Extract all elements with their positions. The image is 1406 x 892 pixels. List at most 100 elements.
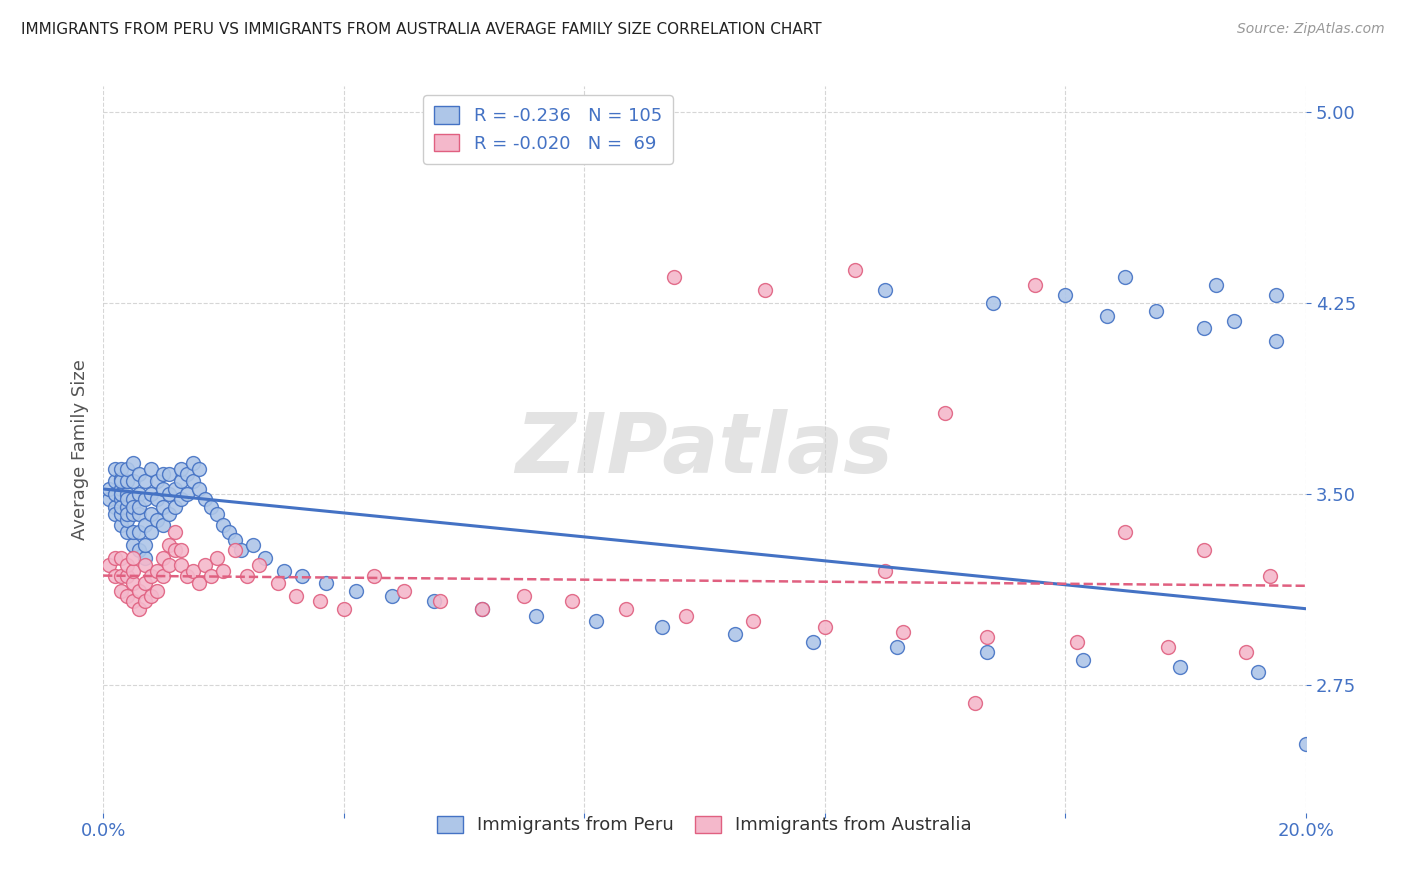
- Point: [146, 583, 169, 598]
- Point: [1073, 653, 1095, 667]
- Point: [1234, 645, 1257, 659]
- Point: [176, 568, 198, 582]
- Point: [157, 467, 180, 481]
- Point: [152, 482, 174, 496]
- Point: [141, 568, 163, 582]
- Point: [266, 576, 288, 591]
- Point: [207, 550, 229, 565]
- Point: [165, 500, 187, 514]
- Point: [165, 543, 187, 558]
- Point: [844, 262, 866, 277]
- Point: [128, 543, 150, 558]
- Point: [122, 594, 145, 608]
- Point: [128, 500, 150, 514]
- Point: [110, 472, 132, 486]
- Point: [104, 487, 127, 501]
- Point: [157, 508, 180, 522]
- Point: [1156, 640, 1178, 654]
- Point: [110, 461, 132, 475]
- Point: [1295, 737, 1317, 751]
- Point: [741, 615, 763, 629]
- Point: [873, 283, 896, 297]
- Point: [134, 517, 156, 532]
- Point: [194, 492, 217, 507]
- Point: [873, 564, 896, 578]
- Point: [1192, 543, 1215, 558]
- Point: [134, 558, 156, 573]
- Point: [122, 538, 145, 552]
- Point: [128, 525, 150, 540]
- Point: [1024, 278, 1046, 293]
- Point: [242, 538, 264, 552]
- Point: [1247, 665, 1270, 680]
- Point: [224, 543, 246, 558]
- Point: [183, 564, 205, 578]
- Point: [200, 568, 222, 582]
- Point: [224, 533, 246, 547]
- Point: [332, 601, 354, 615]
- Point: [115, 475, 138, 489]
- Point: [471, 601, 494, 615]
- Point: [134, 576, 156, 591]
- Point: [212, 517, 235, 532]
- Point: [801, 635, 824, 649]
- Point: [1114, 270, 1136, 285]
- Point: [152, 568, 174, 582]
- Point: [134, 594, 156, 608]
- Point: [115, 492, 138, 507]
- Point: [392, 583, 415, 598]
- Point: [315, 576, 337, 591]
- Point: [110, 568, 132, 582]
- Point: [212, 564, 235, 578]
- Point: [115, 512, 138, 526]
- Point: [141, 525, 163, 540]
- Point: [1066, 635, 1088, 649]
- Point: [98, 492, 121, 507]
- Point: [146, 512, 169, 526]
- Point: [249, 558, 271, 573]
- Point: [1258, 568, 1281, 582]
- Point: [122, 564, 145, 578]
- Point: [104, 500, 127, 514]
- Point: [122, 576, 145, 591]
- Point: [110, 500, 132, 514]
- Point: [122, 500, 145, 514]
- Point: [146, 475, 169, 489]
- Point: [176, 467, 198, 481]
- Point: [976, 645, 998, 659]
- Point: [110, 475, 132, 489]
- Point: [122, 475, 145, 489]
- Point: [965, 696, 987, 710]
- Point: [141, 461, 163, 475]
- Point: [290, 568, 312, 582]
- Point: [122, 550, 145, 565]
- Point: [110, 482, 132, 496]
- Text: IMMIGRANTS FROM PERU VS IMMIGRANTS FROM AUSTRALIA AVERAGE FAMILY SIZE CORRELATIO: IMMIGRANTS FROM PERU VS IMMIGRANTS FROM …: [21, 22, 821, 37]
- Point: [128, 601, 150, 615]
- Point: [524, 609, 547, 624]
- Point: [98, 482, 121, 496]
- Point: [104, 568, 127, 582]
- Point: [141, 589, 163, 603]
- Point: [128, 467, 150, 481]
- Point: [183, 457, 205, 471]
- Point: [115, 568, 138, 582]
- Point: [152, 500, 174, 514]
- Point: [141, 508, 163, 522]
- Point: [128, 583, 150, 598]
- Text: Source: ZipAtlas.com: Source: ZipAtlas.com: [1237, 22, 1385, 37]
- Point: [110, 517, 132, 532]
- Point: [1222, 314, 1244, 328]
- Point: [194, 558, 217, 573]
- Point: [429, 594, 451, 608]
- Point: [284, 589, 307, 603]
- Point: [110, 550, 132, 565]
- Point: [115, 558, 138, 573]
- Point: [165, 525, 187, 540]
- Point: [381, 589, 404, 603]
- Point: [170, 558, 193, 573]
- Point: [1264, 334, 1286, 348]
- Point: [104, 475, 127, 489]
- Point: [1205, 278, 1227, 293]
- Point: [344, 583, 367, 598]
